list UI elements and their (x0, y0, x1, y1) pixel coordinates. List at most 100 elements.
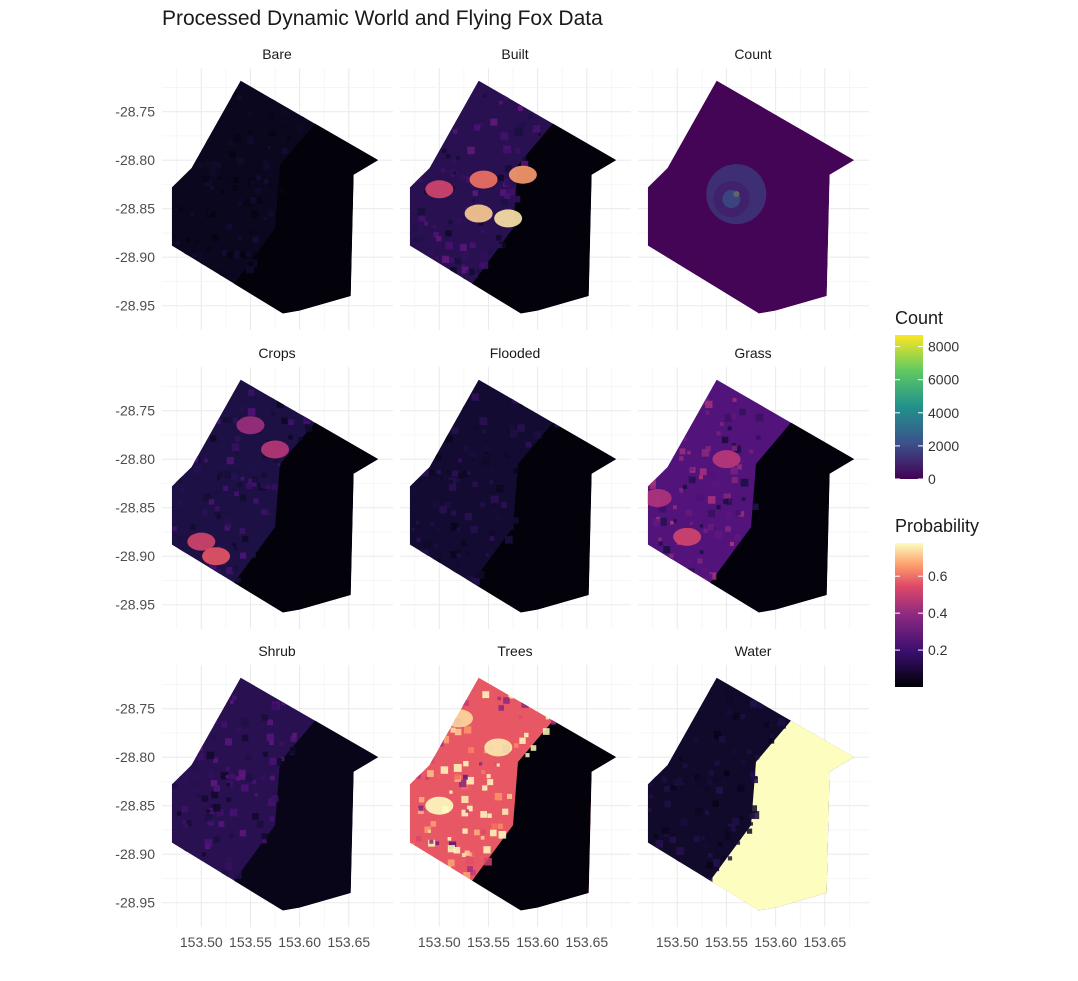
texture-cell (417, 125, 425, 133)
texture-cell (463, 219, 471, 226)
texture-cell (197, 703, 201, 707)
texture-cell (257, 496, 266, 504)
texture-cell (185, 570, 191, 577)
texture-cell (446, 101, 452, 107)
texture-cell (470, 869, 476, 876)
texture-cell (657, 447, 664, 453)
texture-cell (452, 158, 458, 164)
texture-cell (218, 820, 225, 828)
texture-cell (683, 711, 687, 715)
raster-water (647, 677, 855, 911)
texture-cell (427, 770, 434, 777)
texture-cell (239, 197, 245, 203)
texture-cell (545, 716, 549, 720)
texture-cell (216, 684, 224, 693)
facet-label-grass: Grass (734, 345, 771, 361)
texture-cell (501, 501, 508, 508)
texture-cell (195, 239, 199, 243)
texture-cell (467, 471, 471, 475)
texture-cell (467, 890, 475, 899)
texture-cell (429, 415, 435, 421)
texture-cell (756, 435, 761, 440)
texture-cell (538, 132, 542, 136)
texture-cell (419, 137, 426, 145)
texture-cell (177, 501, 182, 506)
x-tick-label: 153.60 (516, 934, 559, 950)
texture-cell (224, 287, 228, 291)
texture-cell (288, 434, 293, 440)
texture-cell (533, 430, 542, 439)
texture-cell (233, 546, 238, 551)
texture-cell (746, 749, 752, 755)
texture-cell (263, 482, 271, 490)
texture-cell (267, 719, 274, 726)
texture-cell (497, 174, 504, 182)
texture-cell (509, 424, 516, 431)
hotspot (494, 209, 523, 228)
texture-cell (180, 487, 186, 493)
texture-cell (187, 874, 194, 881)
texture-cell (204, 458, 208, 463)
texture-cell (171, 560, 180, 568)
texture-cell (749, 805, 758, 813)
texture-cell (224, 738, 233, 746)
texture-cell (263, 160, 268, 165)
texture-cell (500, 132, 509, 141)
texture-cell (707, 852, 713, 858)
texture-cell (521, 160, 529, 168)
texture-cell (279, 741, 285, 747)
texture-cell (219, 189, 224, 194)
texture-cell (236, 157, 245, 165)
texture-cell (769, 734, 774, 738)
texture-cell (417, 235, 424, 241)
texture-cell (654, 741, 659, 746)
texture-cell (226, 522, 232, 528)
texture-cell (688, 476, 696, 484)
texture-cell (424, 826, 431, 833)
texture-cell (738, 511, 745, 517)
texture-cell (726, 695, 734, 703)
texture-cell (663, 785, 670, 792)
texture-cell (691, 905, 695, 909)
texture-cell (269, 740, 274, 745)
raster-trees (409, 677, 617, 911)
texture-cell (731, 445, 738, 451)
texture-cell (229, 250, 236, 257)
texture-cell (705, 573, 713, 581)
texture-cell (271, 394, 277, 400)
texture-cell (409, 581, 418, 590)
texture-cell (415, 520, 420, 525)
texture-cell (255, 187, 261, 194)
texture-cell (178, 207, 184, 212)
texture-cell (694, 888, 699, 893)
texture-cell (248, 129, 252, 134)
texture-cell (447, 837, 452, 841)
texture-cell (172, 898, 178, 903)
texture-cell (248, 389, 255, 396)
texture-cell (242, 536, 249, 543)
texture-cell (529, 90, 534, 95)
texture-cell (416, 861, 423, 868)
hotspot (484, 738, 513, 757)
texture-cell (682, 887, 690, 894)
texture-cell (206, 400, 215, 409)
texture-cell (479, 262, 484, 268)
texture-cell (453, 846, 461, 854)
texture-cell (654, 812, 659, 817)
texture-cell (683, 717, 688, 721)
texture-cell (273, 457, 280, 464)
texture-cell (465, 575, 474, 584)
texture-cell (499, 241, 506, 249)
texture-cell (208, 594, 213, 599)
texture-cell (472, 481, 478, 488)
texture-cell (416, 453, 421, 458)
texture-cell (245, 482, 253, 490)
texture-cell (276, 400, 284, 408)
texture-cell (708, 798, 713, 803)
texture-cell (458, 473, 463, 479)
texture-cell (674, 425, 682, 432)
texture-cell (213, 291, 222, 300)
texture-cell (229, 89, 237, 97)
texture-cell (709, 471, 716, 477)
texture-cell (722, 779, 727, 784)
